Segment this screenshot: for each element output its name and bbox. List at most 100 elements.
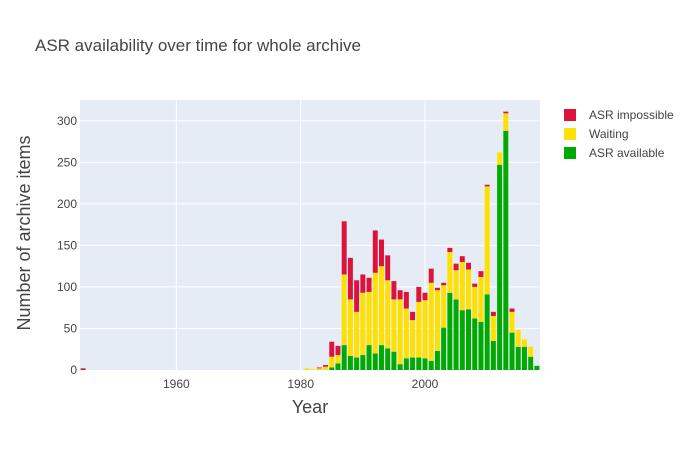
bar-segment xyxy=(441,285,447,328)
bar-segment xyxy=(509,308,515,312)
bar-segment xyxy=(416,301,422,358)
bar-segment xyxy=(397,299,403,365)
bar-segment xyxy=(447,247,453,253)
bar-segment xyxy=(366,277,372,292)
bar-segment xyxy=(310,369,316,370)
y-tick-label: 200 xyxy=(57,197,77,211)
bar-segment xyxy=(316,367,322,369)
bar-segment xyxy=(416,357,422,370)
bar-segment xyxy=(354,311,360,358)
x-tick-label: 1980 xyxy=(287,377,314,391)
y-tick-label: 300 xyxy=(57,114,77,128)
legend-label[interactable]: ASR impossible xyxy=(589,108,674,122)
bar-segment xyxy=(347,257,353,300)
bar-segment xyxy=(515,330,521,347)
bar-segment xyxy=(497,152,503,165)
bar-segment xyxy=(410,357,416,370)
legend: ASR impossible Waiting ASR available xyxy=(564,108,674,160)
bar-segment xyxy=(422,292,428,301)
bar-segment xyxy=(434,287,440,291)
bar-segment xyxy=(366,345,372,370)
bar-segment xyxy=(335,345,341,356)
legend-label[interactable]: Waiting xyxy=(589,127,629,141)
bar-segment xyxy=(379,239,384,267)
bar-segment xyxy=(385,348,391,370)
x-tick-label: 2000 xyxy=(412,377,439,391)
bar-segment xyxy=(503,111,509,114)
bar-segment xyxy=(453,299,459,370)
bar-segment xyxy=(521,339,527,347)
bar-segment xyxy=(80,368,86,370)
bar-segment xyxy=(335,355,341,364)
x-axis-title: Year xyxy=(292,397,328,417)
bar-segment xyxy=(354,280,360,312)
bar-segment xyxy=(397,290,403,300)
bar-segment xyxy=(428,268,434,283)
bar-segment xyxy=(335,363,341,370)
x-axis-ticks: 1960 1980 2000 xyxy=(163,377,439,391)
bar-segment xyxy=(329,356,335,368)
bar-segment xyxy=(354,357,360,370)
bar-segment xyxy=(341,345,347,370)
legend-swatch[interactable] xyxy=(564,109,576,121)
bar-segment xyxy=(360,355,366,370)
bar-segment xyxy=(490,316,496,341)
bar-segment xyxy=(503,130,509,370)
y-tick-label: 250 xyxy=(57,155,77,169)
bar-segment xyxy=(385,255,391,281)
bar-segment xyxy=(416,286,422,302)
bar-segment xyxy=(478,276,484,322)
bar-segment xyxy=(478,271,484,277)
bar-segment xyxy=(403,291,409,309)
bar-segment xyxy=(304,368,310,370)
bar-segment xyxy=(466,269,471,310)
bar-segment xyxy=(372,272,378,354)
bar-segment xyxy=(521,346,527,370)
y-axis-title: Number of archive items xyxy=(14,135,34,330)
legend-swatch[interactable] xyxy=(564,128,576,140)
bar-segment xyxy=(347,299,353,356)
gridlines xyxy=(80,100,540,370)
bar-segment xyxy=(490,340,496,370)
bar-segment xyxy=(441,327,447,370)
bar-segment xyxy=(459,262,465,311)
bar-segment xyxy=(447,292,453,370)
bar-segment xyxy=(372,230,378,273)
bar-segment xyxy=(534,365,540,370)
bar-segment xyxy=(453,270,459,300)
bar-segment xyxy=(347,355,353,370)
bar-segment xyxy=(422,300,428,359)
bar-segment xyxy=(397,364,403,370)
bar-segment xyxy=(466,262,471,270)
legend-label[interactable]: ASR available xyxy=(589,146,665,160)
y-tick-label: 100 xyxy=(57,280,77,294)
bar-segment xyxy=(391,281,397,300)
bar-segment xyxy=(360,274,366,293)
bar-segment xyxy=(329,341,335,357)
bar-segment xyxy=(391,351,397,370)
bar-segment xyxy=(472,286,478,319)
bar-segment xyxy=(490,311,496,316)
bar-segment xyxy=(366,291,372,346)
bar-segment xyxy=(484,294,490,370)
bar-segment xyxy=(316,368,322,370)
bar-segment xyxy=(528,346,534,357)
bar-segment xyxy=(323,365,329,367)
bar-segment xyxy=(410,311,416,321)
bar-segment xyxy=(410,320,416,358)
bar-segment xyxy=(434,350,440,370)
bar-segment xyxy=(403,308,409,359)
bar-segment xyxy=(441,282,447,286)
bar-segment xyxy=(472,318,478,370)
bar-segment xyxy=(459,256,465,262)
bar-segment xyxy=(372,353,378,370)
y-axis-ticks: 0 50 100 150 200 250 300 xyxy=(57,114,77,377)
legend-swatch[interactable] xyxy=(564,147,576,159)
y-tick-label: 50 xyxy=(64,321,78,335)
bar-segment xyxy=(484,184,490,187)
bar-segment xyxy=(466,309,471,370)
bar-segment xyxy=(329,367,335,370)
bar-segment xyxy=(515,346,521,370)
bar-segment xyxy=(472,283,478,287)
